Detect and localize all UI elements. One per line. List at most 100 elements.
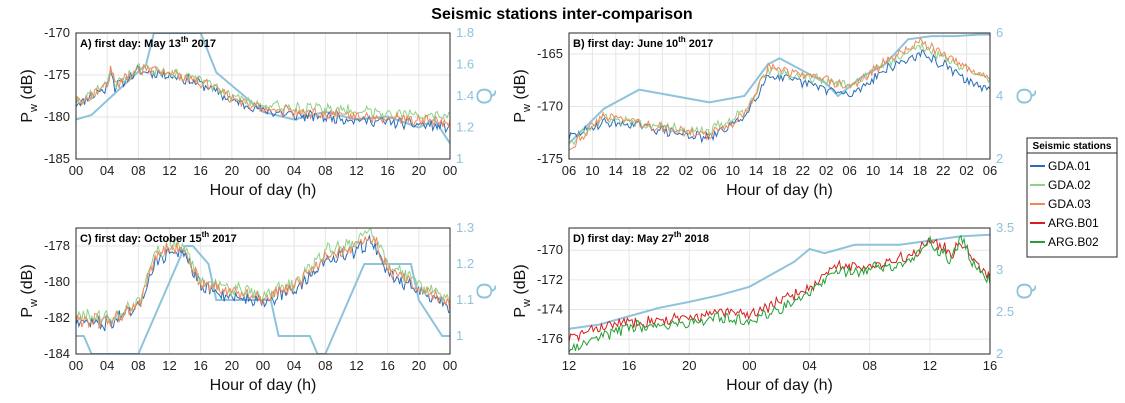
legend-box xyxy=(1026,137,1118,258)
axes-frame xyxy=(75,227,451,355)
x-tick-label: 00 xyxy=(69,163,83,178)
x-tick-label: 20 xyxy=(412,358,426,373)
y-tick-label: -178 xyxy=(44,238,70,253)
q-series-line xyxy=(76,33,450,144)
x-tick-label: 14 xyxy=(749,163,763,178)
x-tick-label: 20 xyxy=(412,163,426,178)
x-tick-label: 20 xyxy=(225,163,239,178)
x-axis-label: Hour of day (h) xyxy=(210,377,317,394)
y-tick-label: -175 xyxy=(537,151,563,166)
y-tick-label: -176 xyxy=(537,331,563,346)
q-axis-label: Q xyxy=(1012,87,1037,104)
q-tick-label: 3.5 xyxy=(996,220,1014,235)
x-tick-label: 20 xyxy=(682,358,696,373)
legend-item-label: GDA.03 xyxy=(1048,197,1091,211)
x-tick-label: 12 xyxy=(162,358,176,373)
series-line-arg-b02 xyxy=(569,234,990,353)
x-tick-label: 02 xyxy=(819,163,833,178)
x-tick-label: 12 xyxy=(923,358,937,373)
x-tick-label: 00 xyxy=(256,163,270,178)
y-tick-label: -182 xyxy=(44,310,70,325)
x-tick-label: 04 xyxy=(287,358,301,373)
series-line-gda-03 xyxy=(76,235,450,330)
y-tick-label: -180 xyxy=(44,274,70,289)
axes-frame xyxy=(75,32,451,160)
x-tick-label: 12 xyxy=(162,163,176,178)
x-tick-label: 00 xyxy=(443,163,457,178)
x-tick-label: 00 xyxy=(256,358,270,373)
x-axis-label: Hour of day (h) xyxy=(726,377,833,394)
series-line-gda-03 xyxy=(76,63,450,129)
x-tick-label: 02 xyxy=(959,163,973,178)
y-tick-label: -170 xyxy=(537,242,563,257)
legend-item-label: GDA.01 xyxy=(1048,159,1091,173)
x-tick-label: 06 xyxy=(702,163,716,178)
q-tick-label: 4 xyxy=(996,88,1003,103)
y-tick-label: -175 xyxy=(44,67,70,82)
x-tick-label: 08 xyxy=(318,163,332,178)
series-line-gda-03 xyxy=(569,36,990,150)
x-tick-label: 06 xyxy=(562,163,576,178)
q-tick-label: 2.5 xyxy=(996,304,1014,319)
x-tick-label: 10 xyxy=(585,163,599,178)
series-line-gda-01 xyxy=(76,64,450,134)
axes-frame xyxy=(568,32,991,160)
x-tick-label: 00 xyxy=(69,358,83,373)
x-tick-label: 08 xyxy=(131,163,145,178)
q-tick-label: 1 xyxy=(456,328,463,343)
q-tick-label: 1.2 xyxy=(456,256,474,271)
series-line-gda-02 xyxy=(76,63,450,122)
y-axis-label: Pw (dB) xyxy=(512,264,533,317)
legend-item-label: ARG.B02 xyxy=(1048,235,1099,249)
y-tick-label: -170 xyxy=(44,25,70,40)
x-tick-label: 16 xyxy=(380,358,394,373)
x-tick-label: 16 xyxy=(193,163,207,178)
x-tick-label: 08 xyxy=(318,358,332,373)
x-tick-label: 18 xyxy=(772,163,786,178)
y-axis-label: Pw (dB) xyxy=(19,69,40,122)
x-tick-label: 12 xyxy=(562,358,576,373)
q-tick-label: 3 xyxy=(996,262,1003,277)
x-tick-label: 08 xyxy=(862,358,876,373)
x-tick-label: 18 xyxy=(632,163,646,178)
x-tick-label: 08 xyxy=(131,358,145,373)
axes-frame xyxy=(568,227,991,355)
x-tick-label: 22 xyxy=(936,163,950,178)
q-tick-label: 1.3 xyxy=(456,220,474,235)
panels: 00 04 08 12 16 20 00 04 08 12 16 20 00 -170 -175 -180 -1… xyxy=(19,25,1037,394)
x-tick-label: 06 xyxy=(842,163,856,178)
panel-label: B) first day: June 10th 2017 xyxy=(573,35,713,50)
x-tick-label: 16 xyxy=(380,163,394,178)
panel-label: C) first day: October 15th 2017 xyxy=(80,230,237,245)
panel-c: 00 04 08 12 16 20 00 04 08 12 16 20 00 -178 -180 -182 -1… xyxy=(19,220,497,394)
q-tick-label: 1.8 xyxy=(456,25,474,40)
x-tick-label: 22 xyxy=(655,163,669,178)
x-tick-label: 04 xyxy=(100,358,114,373)
x-tick-label: 10 xyxy=(866,163,880,178)
legend-item-label: GDA.02 xyxy=(1048,178,1091,192)
y-tick-label: -174 xyxy=(537,302,563,317)
x-tick-label: 16 xyxy=(622,358,636,373)
x-tick-label: 14 xyxy=(609,163,623,178)
q-series-line xyxy=(569,233,990,330)
y-tick-label: -180 xyxy=(44,109,70,124)
x-axis-label: Hour of day (h) xyxy=(726,182,833,199)
y-tick-label: -165 xyxy=(537,46,563,61)
x-tick-label: 16 xyxy=(983,358,997,373)
x-tick-label: 20 xyxy=(225,358,239,373)
x-tick-label: 12 xyxy=(349,163,363,178)
panel-d: 12 16 20 00 04 08 12 16 -170 -172 -174 -176 2 2.5 3 3.5… xyxy=(512,220,1037,394)
x-tick-label: 02 xyxy=(679,163,693,178)
x-tick-label: 18 xyxy=(913,163,927,178)
q-tick-label: 1.1 xyxy=(456,292,474,307)
q-tick-label: 1.2 xyxy=(456,120,474,135)
panel-label: D) first day: May 27th 2018 xyxy=(573,230,709,245)
q-axis-label: Q xyxy=(472,282,497,299)
x-tick-label: 16 xyxy=(193,358,207,373)
series-line-gda-02 xyxy=(569,41,990,146)
x-tick-label: 00 xyxy=(443,358,457,373)
legend: Seismic stations GDA.01 GDA.02 GDA.03 ARG.B0… xyxy=(1026,137,1118,258)
panel-b: 06 10 14 18 22 02 06 10 14 18 22 02 06 10 14 18 22 02 06-1… xyxy=(512,25,1037,199)
x-tick-label: 06 xyxy=(983,163,997,178)
